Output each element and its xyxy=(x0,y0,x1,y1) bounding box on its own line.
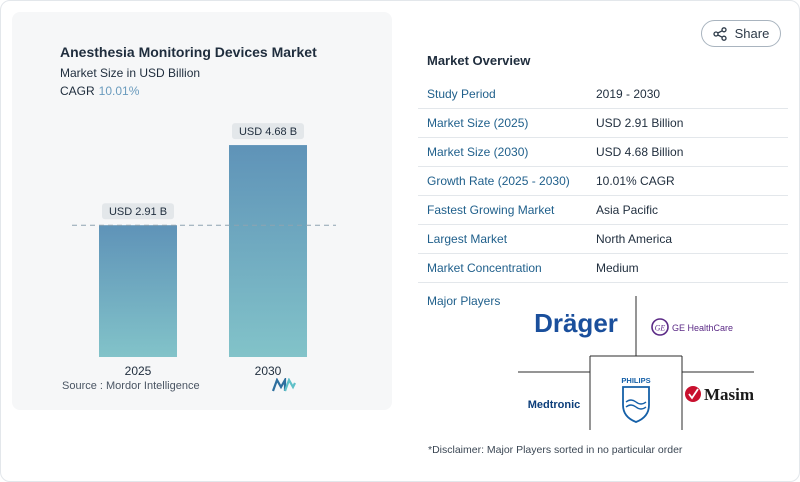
overview-key: Fastest Growing Market xyxy=(427,203,555,217)
overview-row-market-concentration: Market Concentration Medium xyxy=(418,254,788,283)
market-overview-title: Market Overview xyxy=(427,53,531,68)
chart-subtitle: Market Size in USD Billion xyxy=(60,66,201,80)
ge-monogram-text: GE xyxy=(655,324,666,333)
chart-card xyxy=(12,12,392,410)
masimo-emblem-icon xyxy=(685,386,701,402)
chart-cagr: CAGR 10.01% xyxy=(60,84,139,98)
overview-key: Growth Rate (2025 - 2030) xyxy=(427,174,570,188)
bar-2025 xyxy=(99,225,177,357)
overview-key: Market Size (2025) xyxy=(427,116,529,130)
overview-value: USD 2.91 Billion xyxy=(596,116,684,130)
overview-row-market-size-2030: Market Size (2030) USD 4.68 Billion xyxy=(418,138,788,167)
share-button[interactable]: Share xyxy=(701,20,781,47)
major-players-grid: Dräger GE GE HealthCare Medtronic PHILIP… xyxy=(518,296,754,430)
overview-row-fastest-growing: Fastest Growing Market Asia Pacific xyxy=(418,196,788,225)
masimo-name: Masimo xyxy=(704,385,754,404)
overview-key: Largest Market xyxy=(427,232,508,246)
philips-logo: PHILIPS xyxy=(621,376,651,423)
ge-healthcare-logo: GE GE HealthCare xyxy=(651,318,733,336)
disclaimer-note: *Disclaimer: Major Players sorted in no … xyxy=(428,444,683,456)
x-tick-label-2025: 2025 xyxy=(125,364,152,378)
overview-row-largest-market: Largest Market North America xyxy=(418,225,788,254)
major-players-label: Major Players xyxy=(427,294,501,308)
overview-key: Market Size (2030) xyxy=(427,145,529,159)
cagr-value: 10.01% xyxy=(98,84,140,98)
philips-shield-icon xyxy=(622,386,650,423)
data-label-pill xyxy=(232,123,304,140)
overview-value: Medium xyxy=(596,261,639,275)
overview-value: USD 4.68 Billion xyxy=(596,145,684,159)
overview-row-study-period: Study Period 2019 - 2030 xyxy=(418,80,788,109)
overview-key: Study Period xyxy=(427,87,496,101)
overview-value: Asia Pacific xyxy=(596,203,659,217)
cagr-label: CAGR xyxy=(60,84,95,98)
data-label-pill xyxy=(102,203,174,220)
data-label-2025: USD 2.91 B xyxy=(109,206,167,218)
chart-title: Anesthesia Monitoring Devices Market xyxy=(60,44,317,60)
bar-chart: USD 2.91 B 2025 USD 4.68 B 2030 xyxy=(72,123,336,378)
masimo-logo: Masimo xyxy=(685,385,754,404)
overview-key: Market Concentration xyxy=(427,261,542,275)
share-icon xyxy=(712,26,727,41)
x-tick-label-2030: 2030 xyxy=(255,364,282,378)
data-label-2030: USD 4.68 B xyxy=(239,126,297,138)
overview-row-growth-rate: Growth Rate (2025 - 2030) 10.01% CAGR xyxy=(418,167,788,196)
masimo-pulse-icon xyxy=(688,388,699,400)
philips-wave-icon xyxy=(625,399,647,405)
overview-value: 10.01% CAGR xyxy=(596,174,675,188)
draeger-logo: Dräger xyxy=(534,308,618,338)
ge-monogram-icon xyxy=(651,318,669,336)
market-overview-table: Study Period 2019 - 2030 Market Size (202… xyxy=(418,80,788,283)
overview-value: North America xyxy=(596,232,673,246)
source-note: Source : Mordor Intelligence xyxy=(62,380,200,392)
mordor-intelligence-logo-icon xyxy=(272,378,296,392)
bar-2030 xyxy=(229,145,307,357)
medtronic-logo: Medtronic xyxy=(528,399,581,411)
overview-row-market-size-2025: Market Size (2025) USD 2.91 Billion xyxy=(418,109,788,138)
philips-name: PHILIPS xyxy=(621,376,650,385)
philips-wave-icon xyxy=(625,404,647,410)
ge-healthcare-name: GE HealthCare xyxy=(672,323,733,333)
overview-value: 2019 - 2030 xyxy=(596,87,661,101)
share-label: Share xyxy=(734,26,770,41)
